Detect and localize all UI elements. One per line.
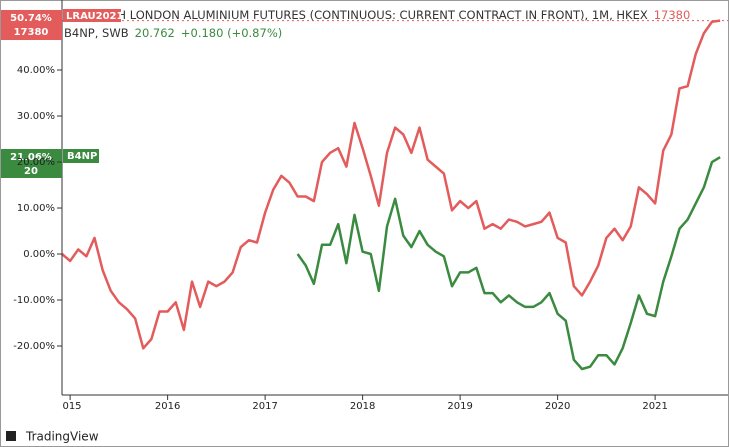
series-line	[296, 156, 721, 371]
legend-tag-text: B4NP	[67, 151, 97, 162]
plot-area	[61, 19, 728, 371]
series-title: B4NP, SWB	[64, 26, 129, 40]
x-tick-label: 2017	[252, 401, 277, 412]
x-tick-label: 015	[62, 401, 81, 412]
x-tick-label: 2019	[447, 401, 472, 412]
x-tick-label: 2016	[155, 401, 180, 412]
legend-tag	[63, 149, 99, 163]
y-tick-label: -10.00%	[13, 295, 55, 306]
header-1: MINI - CNH LONDON ALUMINIUM FUTURES (CON…	[64, 8, 690, 22]
series-line	[61, 19, 721, 350]
y-tick-label: 30.00%	[17, 111, 55, 122]
price-box-price: 20	[24, 166, 38, 177]
y-tick-label: 20.00%	[17, 157, 55, 168]
price-box-price: 17380	[14, 27, 49, 38]
x-tick-label: 2021	[642, 401, 667, 412]
legend-tag-text: LRAU2021	[66, 11, 123, 22]
y-tick-label: 0.00%	[23, 249, 55, 260]
price-box	[1, 149, 62, 178]
logo-icon	[6, 431, 16, 441]
header-price: 17380	[654, 8, 691, 22]
price-box-pct: 50.74%	[10, 13, 52, 24]
branding: TradingView	[25, 430, 99, 444]
y-tick-label: -20.00%	[13, 341, 55, 352]
x-tick-label: 2020	[545, 401, 570, 412]
legend-tag	[63, 9, 121, 22]
header-2: B4NP, SWB 20.762 +0.180 (+0.87%)	[64, 26, 282, 40]
logo: TradingView	[6, 430, 99, 444]
price-box	[1, 10, 62, 40]
series-title: MINI - CNH LONDON ALUMINIUM FUTURES (CON…	[64, 8, 648, 22]
y-tick-label: 10.00%	[17, 203, 55, 214]
header-change: +0.180 (+0.87%)	[181, 26, 282, 40]
price-box-pct: 21.06%	[10, 152, 52, 163]
y-tick-label: 40.00%	[17, 65, 55, 76]
header-price: 20.762	[135, 26, 175, 40]
x-tick-label: 2018	[350, 401, 375, 412]
